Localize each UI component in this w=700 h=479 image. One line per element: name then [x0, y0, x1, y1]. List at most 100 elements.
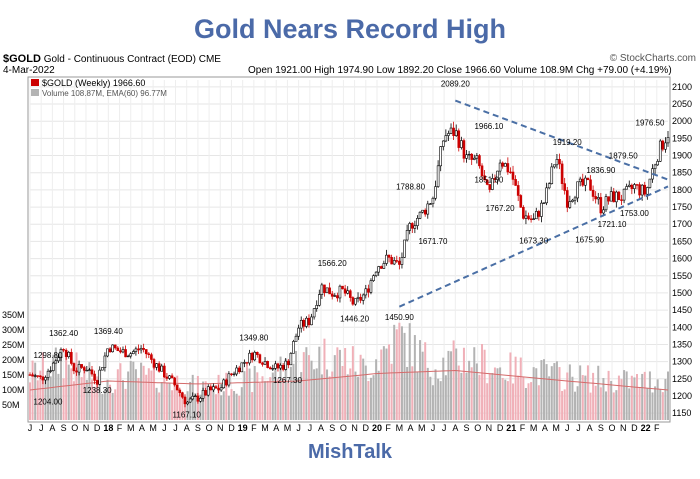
price-annotation: 1919.20: [553, 138, 582, 147]
candle-body: [129, 353, 133, 357]
candle-body: [219, 387, 223, 391]
candle-body: [142, 348, 145, 350]
candle-body: [183, 396, 187, 405]
volume-bar: [121, 380, 124, 420]
candle-body: [462, 140, 466, 159]
candle-body: [604, 196, 608, 211]
candle-body: [299, 319, 303, 329]
candle-body: [664, 142, 667, 150]
volume-bar: [240, 387, 243, 420]
x-tick-label: A: [184, 423, 190, 433]
candle-body: [80, 364, 83, 368]
candle-body: [506, 163, 510, 173]
candle-body: [214, 386, 218, 389]
volume-bar: [481, 344, 484, 420]
volume-bar: [227, 395, 230, 420]
candle-body: [540, 202, 543, 217]
volume-bar: [636, 374, 639, 420]
candle-body: [372, 275, 375, 281]
volume-bar: [488, 373, 491, 420]
candle-body: [49, 370, 52, 372]
y-tick-label: 1800: [672, 185, 692, 195]
candle-body: [258, 354, 262, 364]
candle-body: [54, 360, 58, 364]
candle-body: [470, 153, 473, 160]
price-annotation: 1673.30: [519, 236, 548, 245]
volume-bar: [204, 381, 207, 420]
volume-bar: [597, 365, 600, 420]
legend-price-swatch: [31, 79, 39, 86]
candle-body: [617, 191, 621, 201]
volume-bar: [85, 379, 88, 420]
candle-body: [72, 363, 76, 372]
volume-bar: [543, 359, 546, 420]
volume-bar: [602, 378, 605, 420]
candle-body: [589, 179, 592, 191]
price-annotation: 1671.70: [418, 237, 447, 246]
candle-body: [431, 197, 435, 205]
candle-body: [165, 376, 169, 379]
candle-body: [126, 355, 130, 358]
volume-bar: [109, 384, 112, 420]
candle-body: [70, 352, 73, 364]
candle-body: [134, 348, 138, 352]
volume-bar: [235, 393, 238, 420]
volume-bar: [72, 381, 75, 420]
candle-body: [638, 184, 641, 196]
volume-bar: [289, 366, 292, 420]
candle-body: [289, 353, 293, 366]
price-candles: [28, 121, 670, 408]
candle-body: [330, 293, 334, 297]
candle-body: [529, 218, 533, 220]
volume-bar: [470, 367, 473, 420]
price-annotation: 1167.10: [173, 410, 202, 419]
candle-body: [111, 344, 114, 353]
candle-body: [186, 401, 189, 405]
x-tick-label: J: [173, 423, 178, 433]
volume-bar: [648, 371, 651, 420]
volume-bar: [346, 374, 349, 420]
volume-bar: [163, 372, 166, 420]
candle-body: [472, 157, 476, 160]
candle-body: [191, 395, 195, 400]
candle-body: [33, 375, 37, 377]
candle-body: [137, 348, 140, 351]
candle-body: [268, 367, 272, 370]
candle-body: [475, 155, 479, 159]
volume-bar: [333, 355, 336, 420]
candle-body: [382, 263, 386, 269]
volume-bar: [80, 377, 83, 420]
candle-body: [602, 209, 605, 214]
volume-bar: [276, 379, 279, 420]
volume-tick-label: 350M: [2, 310, 25, 320]
volume-bar: [434, 369, 437, 420]
legend-price: $GOLD (Weekly) 1966.60: [42, 78, 145, 88]
x-tick-label: A: [273, 423, 279, 433]
candle-body: [199, 398, 202, 402]
candle-body: [599, 197, 603, 214]
volume-bar: [220, 395, 223, 420]
candle-body: [625, 186, 628, 190]
candle-body: [496, 170, 499, 180]
volume-bar: [532, 367, 535, 420]
volume-bar: [462, 347, 465, 420]
x-tick-label: 21: [506, 423, 516, 433]
x-tick-label: F: [251, 423, 257, 433]
y-tick-label: 1500: [672, 288, 692, 298]
candle-body: [284, 360, 288, 370]
volume-bar: [297, 378, 300, 420]
volume-tick-label: 150M: [2, 370, 25, 380]
price-annotation: 1349.80: [239, 334, 268, 343]
volume-bar: [519, 357, 522, 420]
volume-bar: [134, 369, 137, 420]
volume-bar: [553, 363, 556, 420]
candle-body: [542, 202, 546, 204]
volume-bar: [372, 375, 375, 420]
volume-bar: [643, 371, 646, 420]
volume-bar: [612, 392, 615, 420]
candle-body: [173, 377, 176, 386]
volume-bar: [292, 363, 295, 420]
x-tick-label: N: [351, 423, 358, 433]
price-annotation: 1966.10: [474, 122, 503, 131]
volume-tick-label: 100M: [2, 385, 25, 395]
